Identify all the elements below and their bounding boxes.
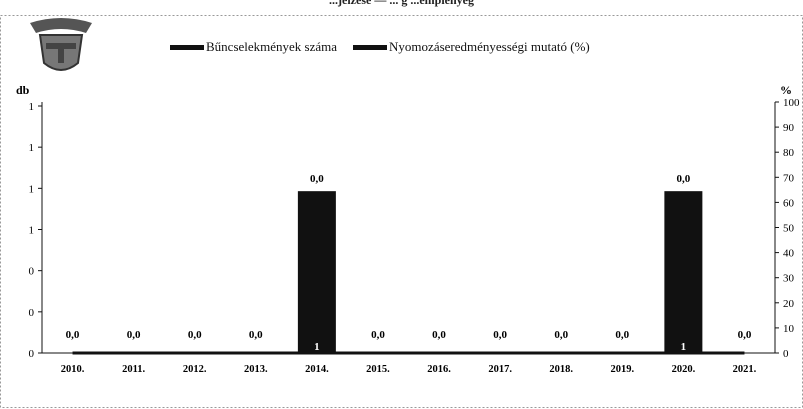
line-data-label: 0,0	[738, 329, 752, 341]
left-tick-label: 0	[29, 307, 35, 319]
x-tick-label: 2020.	[672, 364, 696, 375]
line-data-label: 0,0	[371, 329, 385, 341]
x-tick-label: 2012.	[183, 364, 207, 375]
x-tick-label: 2018.	[549, 364, 573, 375]
right-tick-label: 0	[783, 348, 789, 360]
police-crest-logo	[22, 15, 100, 82]
left-tick-label: 1	[29, 101, 35, 113]
left-axis-title: db	[16, 83, 30, 97]
left-tick-label: 0	[29, 266, 35, 278]
legend-item-crimes: Bűncselekmények száma	[170, 39, 337, 55]
legend-item-ratio: Nyomozáseredményességi mutató (%)	[353, 39, 590, 55]
x-tick-label: 2015.	[366, 364, 390, 375]
chart-legend: Bűncselekmények száma Nyomozáseredményes…	[170, 39, 606, 55]
left-tick-label: 1	[29, 183, 35, 195]
line-data-label: 0,0	[66, 329, 80, 341]
left-tick-label: 1	[29, 142, 35, 154]
left-tick-label: 0	[29, 348, 35, 360]
x-tick-label: 2013.	[244, 364, 268, 375]
right-tick-label: 90	[783, 122, 795, 134]
legend-swatch-line	[353, 44, 388, 50]
right-tick-label: 80	[783, 147, 795, 159]
bar	[297, 191, 336, 353]
right-tick-label: 10	[783, 323, 795, 335]
right-tick-label: 40	[783, 248, 795, 260]
line-data-label: 0,0	[127, 329, 141, 341]
line-data-label: 0,0	[188, 329, 202, 341]
right-tick-label: 20	[783, 298, 795, 310]
left-tick-label: 1	[29, 225, 35, 237]
right-tick-label: 100	[783, 97, 800, 109]
legend-label-ratio: Nyomozáseredményességi mutató (%)	[389, 39, 590, 54]
line-data-label: 0,0	[493, 329, 507, 341]
line-data-label: 0,0	[432, 329, 446, 341]
bar-label: 1	[681, 341, 687, 353]
x-tick-label: 2014.	[305, 364, 329, 375]
legend-swatch-bars	[170, 44, 204, 50]
chart-title: ...jelzése — ... g ...emplényég	[329, 0, 474, 7]
line-data-label: 0,0	[249, 329, 263, 341]
bar-label: 1	[314, 341, 320, 353]
line-data-label: 0,0	[677, 173, 691, 185]
bar	[664, 191, 703, 353]
right-axis-title: %	[780, 83, 792, 97]
right-tick-label: 50	[783, 223, 795, 235]
x-tick-label: 2010.	[61, 364, 85, 375]
x-tick-label: 2021.	[733, 364, 757, 375]
line-data-label: 0,0	[310, 173, 324, 185]
x-tick-label: 2016.	[427, 364, 451, 375]
x-tick-label: 2017.	[488, 364, 512, 375]
right-tick-label: 30	[783, 273, 795, 285]
x-tick-label: 2011.	[122, 364, 145, 375]
line-data-label: 0,0	[554, 329, 568, 341]
right-tick-label: 60	[783, 197, 795, 209]
legend-label-crimes: Bűncselekmények száma	[206, 39, 338, 54]
line-data-label: 0,0	[615, 329, 629, 341]
right-tick-label: 70	[783, 172, 795, 184]
x-tick-label: 2019.	[610, 364, 634, 375]
